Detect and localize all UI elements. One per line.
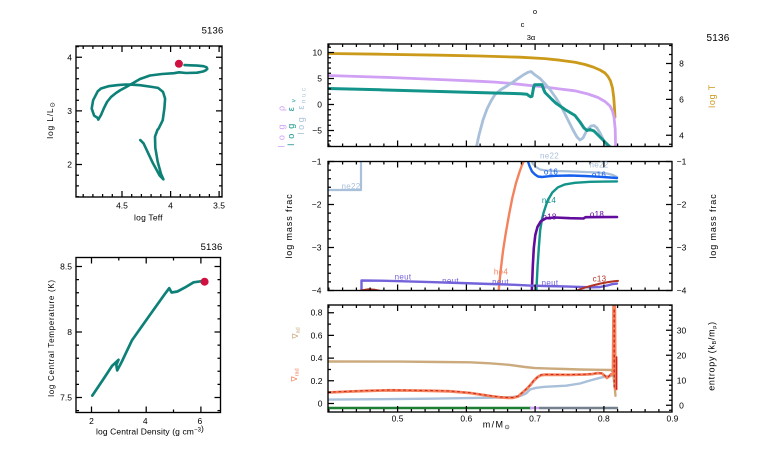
svg-text:m/M⊙: m/M⊙ xyxy=(483,420,512,432)
svg-text:10: 10 xyxy=(677,375,687,385)
svg-text:0.8: 0.8 xyxy=(311,308,323,318)
svg-text:−5: −5 xyxy=(312,126,322,136)
svg-text:ne22: ne22 xyxy=(342,182,361,191)
svg-text:log T: log T xyxy=(707,84,717,108)
svg-text:3: 3 xyxy=(67,106,72,116)
svg-text:8: 8 xyxy=(679,59,684,69)
svg-text:6: 6 xyxy=(198,416,203,426)
svg-text:0.6: 0.6 xyxy=(311,330,323,340)
svg-text:5: 5 xyxy=(317,74,322,84)
svg-text:n14: n14 xyxy=(542,196,556,205)
svg-text:log εν: log εν xyxy=(286,94,298,146)
svg-text:log mass frac: log mass frac xyxy=(284,193,294,258)
svg-text:5136: 5136 xyxy=(202,25,224,36)
svg-text:2: 2 xyxy=(89,416,94,426)
svg-text:log εnuc: log εnuc xyxy=(296,85,308,134)
svg-text:4: 4 xyxy=(67,52,72,62)
svg-text:0: 0 xyxy=(318,399,323,409)
svg-text:∇rad: ∇rad xyxy=(290,368,301,382)
svg-text:o18: o18 xyxy=(542,213,556,222)
svg-text:8.5: 8.5 xyxy=(60,262,72,272)
svg-text:o: o xyxy=(533,7,537,16)
svg-text:neut: neut xyxy=(395,272,412,281)
svg-text:ne22: ne22 xyxy=(590,161,609,170)
svg-text:−2: −2 xyxy=(312,200,322,210)
svg-text:entropy (kB/mp): entropy (kB/mp) xyxy=(707,321,719,391)
svg-text:4: 4 xyxy=(143,416,148,426)
svg-text:−4: −4 xyxy=(677,286,687,296)
svg-text:3α: 3α xyxy=(527,33,536,42)
svg-text:−3: −3 xyxy=(677,243,687,253)
svg-text:2: 2 xyxy=(67,159,72,169)
svg-text:o18: o18 xyxy=(590,210,604,219)
svg-text:−3: −3 xyxy=(312,243,322,253)
svg-text:neut: neut xyxy=(542,278,559,287)
svg-text:−2: −2 xyxy=(677,200,687,210)
svg-text:−1: −1 xyxy=(677,157,687,167)
svg-text:5136: 5136 xyxy=(201,242,223,253)
svg-text:10: 10 xyxy=(313,48,323,58)
svg-text:−1: −1 xyxy=(312,157,322,167)
svg-text:log Teff: log Teff xyxy=(134,213,163,223)
svg-text:log ρ: log ρ xyxy=(277,100,287,147)
svg-text:−4: −4 xyxy=(312,286,322,296)
svg-text:4: 4 xyxy=(168,201,173,211)
svg-text:o16: o16 xyxy=(544,167,558,176)
svg-text:4.5: 4.5 xyxy=(116,201,128,211)
svg-text:0.9: 0.9 xyxy=(666,414,678,424)
svg-text:log Central Density (g cm−3): log Central Density (g cm−3) xyxy=(96,424,204,437)
svg-text:0.5: 0.5 xyxy=(392,414,404,424)
svg-text:log Central Temperature (K): log Central Temperature (K) xyxy=(47,279,56,396)
svg-text:he4: he4 xyxy=(494,268,508,277)
svg-text:8: 8 xyxy=(67,327,72,337)
svg-text:7.5: 7.5 xyxy=(60,393,72,403)
svg-text:log mass frac: log mass frac xyxy=(708,193,718,258)
svg-text:0.7: 0.7 xyxy=(529,414,541,424)
svg-text:0: 0 xyxy=(679,400,684,410)
svg-text:20: 20 xyxy=(677,350,687,360)
svg-text:3.5: 3.5 xyxy=(213,201,225,211)
svg-text:∇ad: ∇ad xyxy=(291,327,302,339)
svg-text:6: 6 xyxy=(679,94,684,104)
svg-text:neut: neut xyxy=(492,278,509,287)
svg-text:ne22: ne22 xyxy=(540,152,559,161)
svg-text:o16: o16 xyxy=(592,171,606,180)
svg-text:c: c xyxy=(521,20,525,29)
svg-text:neut: neut xyxy=(442,276,459,285)
svg-text:0.8: 0.8 xyxy=(598,414,610,424)
svg-text:0.2: 0.2 xyxy=(311,376,323,386)
svg-text:log L/L⊙: log L/L⊙ xyxy=(45,101,57,138)
svg-text:4: 4 xyxy=(679,130,684,140)
svg-text:c13: c13 xyxy=(593,274,607,283)
svg-text:0.6: 0.6 xyxy=(460,414,472,424)
svg-text:30: 30 xyxy=(677,325,687,335)
svg-text:5136: 5136 xyxy=(706,33,729,44)
svg-text:0: 0 xyxy=(317,100,322,110)
svg-text:0.4: 0.4 xyxy=(311,353,323,363)
